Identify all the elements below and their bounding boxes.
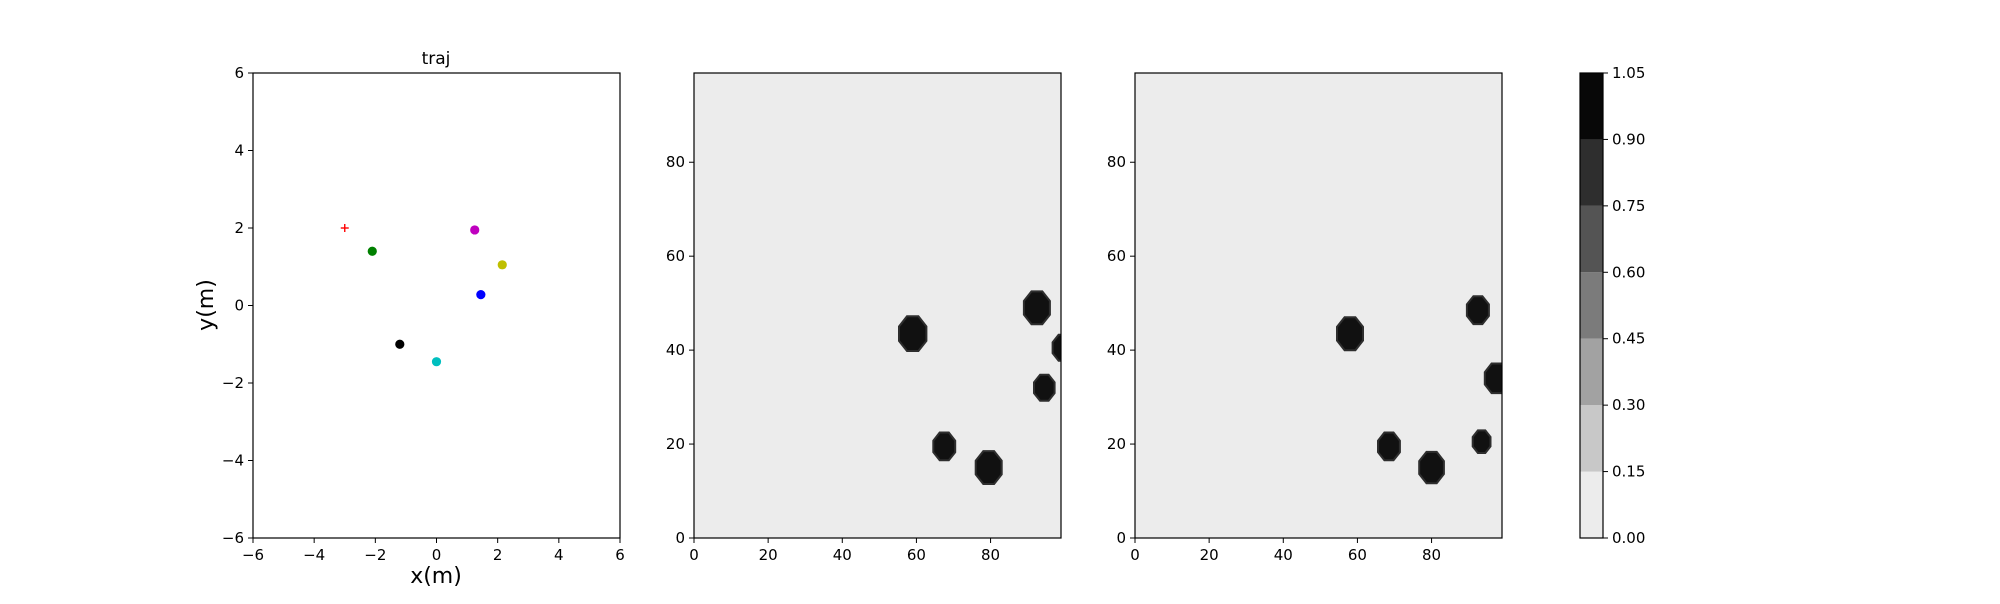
- y-tick-label: 2: [234, 219, 244, 237]
- colorbar-band: [1580, 405, 1603, 472]
- colorbar-ticks: 0.00 0.15 0.30 0.45 0.60 0.75 0.90 1.05: [1603, 64, 1645, 547]
- obstacle-blob: [1377, 431, 1401, 462]
- obstacle-blob: [1483, 362, 1502, 395]
- map-b-x-ticks: 0 20 40 60 80: [1130, 538, 1441, 564]
- map-a-y-ticks: 0 20 40 60 80: [666, 153, 694, 547]
- x-tick-label: 2: [493, 546, 503, 564]
- x-tick-label: 20: [1200, 546, 1219, 564]
- agent-point: [470, 225, 480, 235]
- obstacle-blob: [1022, 290, 1051, 326]
- colorbar-band: [1580, 205, 1603, 273]
- x-tick-label: 6: [615, 546, 625, 564]
- y-tick-label: 4: [234, 142, 244, 160]
- map-a-frame: [693, 72, 1062, 539]
- x-tick-label: 80: [981, 546, 1000, 564]
- map-a-background: [694, 73, 1061, 538]
- colorbar-band: [1580, 73, 1603, 140]
- x-tick-label: 0: [432, 546, 442, 564]
- y-tick-label: 60: [1107, 247, 1126, 265]
- colorbar-tick-label: 0.60: [1612, 263, 1645, 281]
- y-tick-label: 60: [666, 247, 685, 265]
- y-tick-label: −2: [222, 374, 244, 392]
- occupancy-map-b: 0 20 40 60 80 0 20 40 60 80: [1107, 72, 1503, 564]
- obstacle-blob: [1051, 333, 1061, 362]
- y-tick-label: 20: [1107, 435, 1126, 453]
- x-tick-label: 40: [1274, 546, 1293, 564]
- y-tick-label: 20: [666, 435, 685, 453]
- obstacle-blob: [1033, 373, 1056, 402]
- agent-point: [476, 290, 486, 300]
- colorbar-tick-label: 0.15: [1612, 463, 1645, 481]
- x-tick-label: 0: [689, 546, 699, 564]
- colorbar-bands: [1580, 73, 1603, 538]
- x-tick-label: −4: [303, 546, 325, 564]
- x-tick-label: 40: [833, 546, 852, 564]
- occupancy-map-a: 0 20 40 60 80 0 20 40 60 80: [666, 72, 1062, 564]
- agent-point: [395, 339, 405, 349]
- traj-y-label: y(m): [194, 279, 219, 331]
- y-tick-label: −6: [222, 529, 244, 547]
- y-tick-label: 80: [1107, 153, 1126, 171]
- obstacle-blob: [1418, 450, 1445, 485]
- agent-point: [497, 260, 507, 270]
- x-tick-label: 0: [1130, 546, 1140, 564]
- obstacle-blob: [974, 450, 1003, 485]
- colorbar-tick-label: 0.00: [1612, 529, 1645, 547]
- colorbar-band: [1580, 139, 1603, 206]
- traj-frame: [252, 72, 621, 539]
- x-tick-label: −2: [364, 546, 386, 564]
- agent-point: [367, 246, 377, 256]
- x-tick-label: −6: [242, 546, 264, 564]
- traj-x-ticks: −6 −4 −2 0 2 4 6: [242, 538, 625, 564]
- traj-y-ticks: −6 −4 −2 0 2 4 6: [222, 64, 253, 547]
- traj-points: [340, 224, 507, 367]
- colorbar: 0.00 0.15 0.30 0.45 0.60 0.75 0.90 1.05: [1579, 64, 1645, 547]
- y-tick-label: 40: [1107, 341, 1126, 359]
- x-tick-label: 4: [554, 546, 564, 564]
- obstacle-blob: [1336, 316, 1364, 352]
- y-tick-label: 0: [234, 297, 244, 315]
- traj-panel: traj −6 −4 −2 0 2 4 6 −6 −4 −2 0 2 4 6 x(m) y(m): [194, 49, 625, 589]
- map-a-x-ticks: 0 20 40 60 80: [689, 538, 1000, 564]
- agent-point: [431, 357, 442, 367]
- colorbar-band: [1580, 272, 1603, 339]
- colorbar-frame: [1579, 72, 1604, 539]
- x-tick-label: 80: [1422, 546, 1441, 564]
- map-b-background: [1135, 73, 1502, 538]
- obstacle-blob: [1465, 295, 1490, 326]
- y-tick-label: −4: [222, 452, 244, 470]
- colorbar-tick-label: 1.05: [1612, 64, 1645, 82]
- colorbar-band: [1580, 471, 1603, 538]
- map-b-frame: [1134, 72, 1503, 539]
- x-tick-label: 60: [1348, 546, 1367, 564]
- y-tick-label: 40: [666, 341, 685, 359]
- obstacle-blob: [1471, 429, 1492, 454]
- colorbar-tick-label: 0.90: [1612, 130, 1645, 148]
- y-tick-label: 6: [234, 64, 244, 82]
- y-tick-label: 80: [666, 153, 685, 171]
- colorbar-tick-label: 0.45: [1612, 330, 1645, 348]
- x-tick-label: 20: [759, 546, 778, 564]
- x-tick-label: 60: [907, 546, 926, 564]
- colorbar-band: [1580, 338, 1603, 406]
- map-b-y-ticks: 0 20 40 60 80: [1107, 153, 1135, 547]
- obstacle-blob: [932, 431, 957, 462]
- traj-title: traj: [422, 49, 451, 69]
- y-tick-label: 0: [675, 529, 685, 547]
- map-b-obstacles: [1336, 295, 1502, 485]
- traj-x-label: x(m): [410, 564, 462, 589]
- traj-plot-area: [253, 73, 620, 538]
- obstacle-blob: [898, 315, 928, 352]
- y-tick-label: 0: [1116, 529, 1126, 547]
- colorbar-tick-label: 0.75: [1612, 197, 1645, 215]
- map-a-obstacles: [898, 290, 1061, 485]
- colorbar-tick-label: 0.30: [1612, 396, 1645, 414]
